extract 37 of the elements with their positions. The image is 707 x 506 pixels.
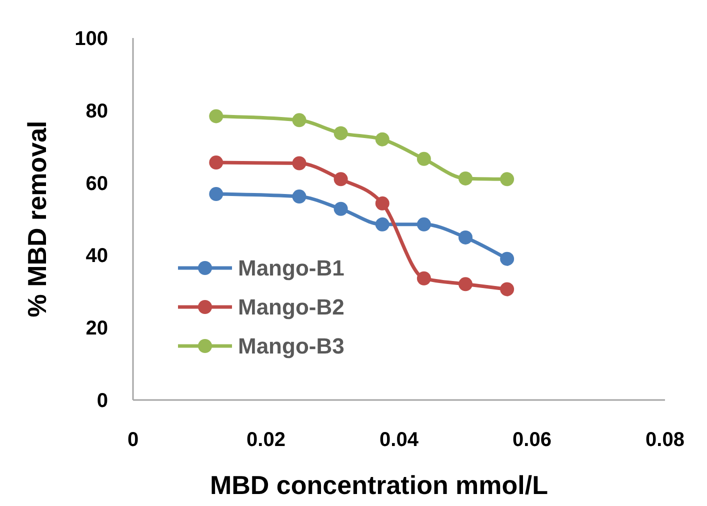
- legend-label: Mango-B1: [238, 256, 344, 281]
- point: [334, 202, 348, 216]
- point: [375, 217, 390, 232]
- x-axis-title: MBD concentration mmol/L: [210, 470, 548, 500]
- x-tick-label: 0.04: [380, 429, 420, 451]
- x-tick-label: 0.06: [512, 429, 552, 451]
- legend-label: Mango-B2: [238, 294, 344, 320]
- y-tick-label: 80: [86, 100, 108, 122]
- point: [375, 132, 390, 146]
- y-tick-label: 60: [86, 172, 108, 195]
- point: [209, 109, 224, 124]
- point: [416, 271, 431, 286]
- point: [458, 230, 472, 244]
- point: [416, 152, 431, 166]
- point: [500, 282, 514, 296]
- y-tick-label: 100: [74, 28, 108, 50]
- point: [209, 156, 224, 170]
- point: [292, 156, 306, 170]
- y-axis-title: % MBD removal: [22, 120, 52, 318]
- y-tick-label: 0: [96, 390, 108, 412]
- y-tick-label: 40: [86, 245, 108, 268]
- point: [500, 172, 514, 186]
- point: [292, 113, 306, 128]
- point: [375, 196, 390, 210]
- point: [416, 217, 431, 232]
- x-tick-label: 0.08: [646, 429, 684, 451]
- point: [334, 172, 348, 186]
- legend-label: Mango-B3: [238, 334, 344, 359]
- point: [500, 252, 514, 266]
- x-tick-label: 0.02: [246, 429, 286, 451]
- x-tick-label: 0: [127, 429, 139, 451]
- point: [334, 126, 348, 140]
- point: [292, 190, 306, 204]
- point: [458, 171, 472, 186]
- y-tick-label: 20: [86, 318, 108, 340]
- point: [458, 277, 472, 292]
- point: [209, 187, 224, 202]
